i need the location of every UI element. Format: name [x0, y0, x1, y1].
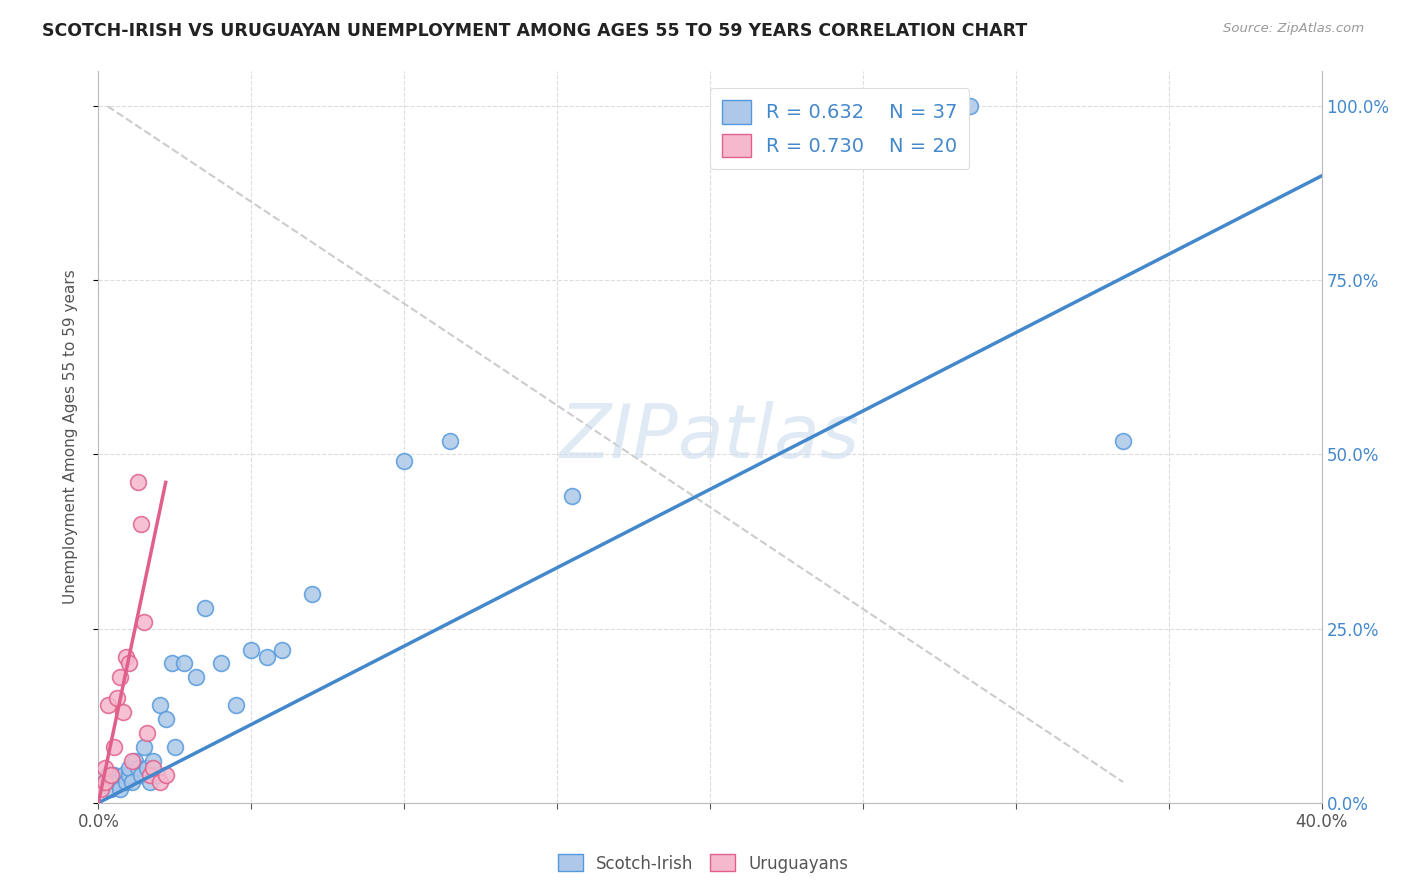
- Point: [118, 761, 141, 775]
- Point: [136, 726, 159, 740]
- Point: [129, 768, 152, 782]
- Point: [149, 698, 172, 713]
- Point: [93, 761, 115, 775]
- Point: [129, 517, 152, 532]
- Point: [90, 781, 112, 796]
- Point: [155, 768, 177, 782]
- Point: [111, 705, 134, 719]
- Legend: Scotch-Irish, Uruguayans: Scotch-Irish, Uruguayans: [551, 847, 855, 880]
- Point: [301, 587, 323, 601]
- Point: [97, 698, 120, 713]
- Point: [111, 768, 134, 782]
- Point: [108, 781, 131, 796]
- Point: [209, 657, 232, 671]
- Text: SCOTCH-IRISH VS URUGUAYAN UNEMPLOYMENT AMONG AGES 55 TO 59 YEARS CORRELATION CHA: SCOTCH-IRISH VS URUGUAYAN UNEMPLOYMENT A…: [42, 22, 1028, 40]
- Point: [118, 768, 141, 782]
- Point: [155, 712, 177, 726]
- Point: [270, 642, 292, 657]
- Point: [225, 698, 247, 713]
- Point: [145, 768, 167, 782]
- Y-axis label: Unemployment Among Ages 55 to 59 years: Unemployment Among Ages 55 to 59 years: [63, 269, 77, 605]
- Point: [139, 768, 162, 782]
- Point: [392, 454, 416, 468]
- Point: [121, 754, 143, 768]
- Point: [127, 475, 149, 490]
- Point: [1112, 434, 1135, 448]
- Point: [134, 740, 156, 755]
- Point: [93, 775, 115, 789]
- Point: [124, 754, 146, 768]
- Point: [149, 775, 172, 789]
- Point: [134, 615, 156, 629]
- Point: [93, 775, 115, 789]
- Point: [105, 691, 128, 706]
- Point: [115, 775, 138, 789]
- Point: [127, 761, 149, 775]
- Point: [105, 775, 128, 789]
- Point: [439, 434, 461, 448]
- Point: [240, 642, 263, 657]
- Point: [108, 670, 131, 684]
- Point: [139, 775, 162, 789]
- Point: [97, 768, 120, 782]
- Point: [118, 657, 141, 671]
- Point: [173, 657, 195, 671]
- Point: [100, 781, 122, 796]
- Point: [142, 754, 165, 768]
- Point: [256, 649, 278, 664]
- Point: [142, 761, 165, 775]
- Point: [561, 489, 583, 503]
- Point: [103, 768, 125, 782]
- Point: [115, 649, 138, 664]
- Text: Source: ZipAtlas.com: Source: ZipAtlas.com: [1223, 22, 1364, 36]
- Point: [163, 740, 186, 755]
- Point: [194, 600, 217, 615]
- Point: [121, 775, 143, 789]
- Text: ZIPatlas: ZIPatlas: [560, 401, 860, 473]
- Point: [186, 670, 208, 684]
- Legend: R = 0.632    N = 37, R = 0.730    N = 20: R = 0.632 N = 37, R = 0.730 N = 20: [710, 88, 969, 169]
- Point: [103, 740, 125, 755]
- Point: [959, 99, 981, 113]
- Point: [136, 761, 159, 775]
- Point: [160, 657, 183, 671]
- Point: [100, 768, 122, 782]
